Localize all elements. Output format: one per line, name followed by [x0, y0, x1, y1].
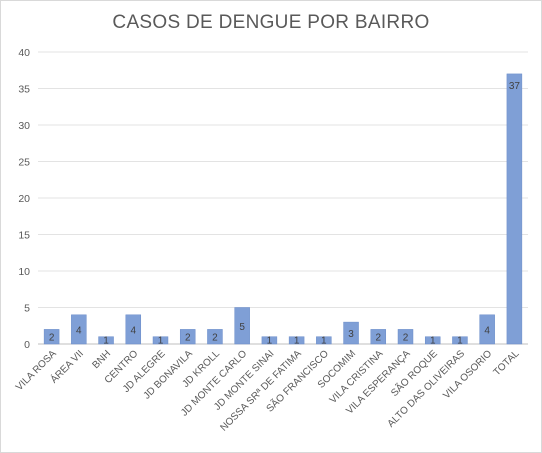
y-tick-label: 25 — [18, 157, 30, 169]
bar — [479, 314, 495, 345]
bar — [316, 336, 332, 345]
bar — [71, 314, 87, 345]
bar — [125, 314, 142, 345]
data-label: 4 — [76, 325, 82, 336]
y-tick-label: 35 — [18, 84, 30, 96]
data-label: 1 — [267, 335, 273, 346]
y-tick-label: 15 — [18, 230, 30, 242]
data-label: 3 — [348, 329, 354, 340]
bar — [397, 329, 414, 345]
gridlines — [38, 51, 528, 345]
x-tick-label: VILA ROSA — [14, 348, 59, 393]
data-label: 2 — [375, 333, 381, 344]
data-label: 2 — [185, 333, 191, 344]
bar — [343, 321, 359, 345]
x-tick-label: VILA OSORIO — [441, 348, 494, 401]
data-label: 4 — [484, 325, 490, 336]
bar — [234, 307, 250, 345]
bar — [98, 336, 114, 345]
bar — [288, 336, 305, 345]
y-tick-label: 0 — [24, 339, 30, 351]
bar — [370, 329, 387, 345]
data-label: 5 — [239, 322, 245, 333]
y-tick-label: 20 — [18, 193, 30, 205]
bar — [261, 336, 278, 345]
data-label: 4 — [130, 325, 136, 336]
bar — [43, 329, 60, 345]
data-label: 2 — [403, 333, 409, 344]
data-label: 1 — [321, 335, 327, 346]
data-label: 1 — [457, 335, 463, 346]
bar — [152, 336, 169, 345]
bar — [207, 329, 223, 345]
y-axis: 0 5 10 15 20 25 30 35 40 — [18, 47, 30, 351]
x-tick-label: TOTAL — [492, 348, 522, 378]
chart-title: CASOS DE DENGUE POR BAIRRO — [112, 12, 430, 33]
x-tick-label: BNH — [90, 348, 113, 371]
bar — [424, 336, 441, 345]
bar — [506, 73, 523, 345]
bars — [43, 73, 523, 345]
data-label: 2 — [212, 333, 218, 344]
bar — [452, 336, 468, 345]
y-tick-label: 40 — [18, 47, 30, 59]
data-label: 2 — [49, 333, 55, 344]
data-label: 1 — [294, 335, 300, 346]
y-tick-label: 5 — [24, 303, 30, 315]
y-tick-label: 10 — [18, 266, 30, 278]
bar — [179, 329, 196, 345]
data-labels: 2 4 1 4 1 2 2 5 1 1 1 3 2 2 1 1 4 37 — [49, 81, 521, 346]
data-label: 1 — [158, 335, 164, 346]
data-label: 1 — [103, 335, 109, 346]
data-label: 37 — [509, 81, 521, 92]
data-label: 1 — [430, 335, 436, 346]
y-tick-label: 30 — [18, 120, 30, 132]
